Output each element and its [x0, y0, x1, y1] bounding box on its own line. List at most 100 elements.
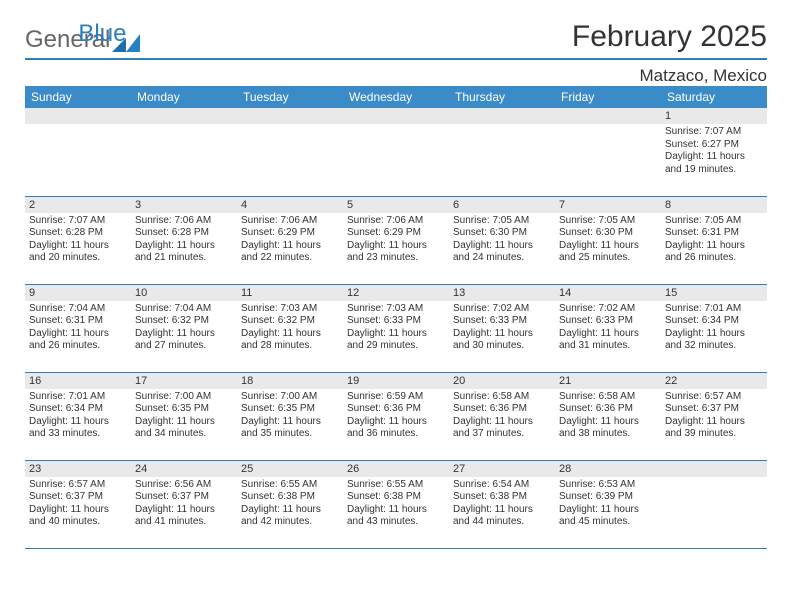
daynum-bar: 24 — [131, 461, 237, 477]
weekday-header: Tuesday — [237, 86, 343, 108]
calendar-body: 1Sunrise: 7:07 AMSunset: 6:27 PMDaylight… — [25, 108, 767, 548]
day-content: Sunrise: 7:07 AMSunset: 6:28 PMDaylight:… — [25, 213, 131, 269]
calendar-week-row: 9Sunrise: 7:04 AMSunset: 6:31 PMDaylight… — [25, 284, 767, 372]
day-content: Sunrise: 7:01 AMSunset: 6:34 PMDaylight:… — [25, 389, 131, 445]
day-content: Sunrise: 7:00 AMSunset: 6:35 PMDaylight:… — [237, 389, 343, 445]
daynum-bar-empty — [661, 461, 767, 477]
daynum-bar-empty — [343, 108, 449, 124]
day-content: Sunrise: 7:01 AMSunset: 6:34 PMDaylight:… — [661, 301, 767, 357]
day-content: Sunrise: 6:57 AMSunset: 6:37 PMDaylight:… — [25, 477, 131, 533]
brand-logo: General Blue — [25, 20, 188, 54]
calendar-cell — [237, 108, 343, 196]
calendar-cell: 8Sunrise: 7:05 AMSunset: 6:31 PMDaylight… — [661, 196, 767, 284]
calendar-cell: 7Sunrise: 7:05 AMSunset: 6:30 PMDaylight… — [555, 196, 661, 284]
calendar-cell: 24Sunrise: 6:56 AMSunset: 6:37 PMDayligh… — [131, 460, 237, 548]
calendar-cell — [555, 108, 661, 196]
calendar-cell: 18Sunrise: 7:00 AMSunset: 6:35 PMDayligh… — [237, 372, 343, 460]
daynum-bar-empty — [449, 108, 555, 124]
daynum-bar-empty — [237, 108, 343, 124]
calendar-cell: 14Sunrise: 7:02 AMSunset: 6:33 PMDayligh… — [555, 284, 661, 372]
day-content: Sunrise: 6:56 AMSunset: 6:37 PMDaylight:… — [131, 477, 237, 533]
daynum-bar: 5 — [343, 197, 449, 213]
day-content: Sunrise: 7:05 AMSunset: 6:30 PMDaylight:… — [555, 213, 661, 269]
day-content: Sunrise: 6:58 AMSunset: 6:36 PMDaylight:… — [555, 389, 661, 445]
day-content: Sunrise: 6:53 AMSunset: 6:39 PMDaylight:… — [555, 477, 661, 533]
daynum-bar: 18 — [237, 373, 343, 389]
calendar-cell: 11Sunrise: 7:03 AMSunset: 6:32 PMDayligh… — [237, 284, 343, 372]
weekday-header: Wednesday — [343, 86, 449, 108]
daynum-bar: 1 — [661, 108, 767, 124]
calendar-cell: 23Sunrise: 6:57 AMSunset: 6:37 PMDayligh… — [25, 460, 131, 548]
calendar-cell: 4Sunrise: 7:06 AMSunset: 6:29 PMDaylight… — [237, 196, 343, 284]
calendar-cell: 15Sunrise: 7:01 AMSunset: 6:34 PMDayligh… — [661, 284, 767, 372]
weekday-header: Thursday — [449, 86, 555, 108]
calendar-week-row: 16Sunrise: 7:01 AMSunset: 6:34 PMDayligh… — [25, 372, 767, 460]
day-content: Sunrise: 7:03 AMSunset: 6:33 PMDaylight:… — [343, 301, 449, 357]
daynum-bar: 11 — [237, 285, 343, 301]
day-content: Sunrise: 7:06 AMSunset: 6:29 PMDaylight:… — [237, 213, 343, 269]
calendar-cell — [343, 108, 449, 196]
weekday-header: Friday — [555, 86, 661, 108]
day-content: Sunrise: 7:00 AMSunset: 6:35 PMDaylight:… — [131, 389, 237, 445]
header-row: General Blue February 2025 — [25, 20, 767, 60]
calendar-cell: 16Sunrise: 7:01 AMSunset: 6:34 PMDayligh… — [25, 372, 131, 460]
daynum-bar: 12 — [343, 285, 449, 301]
calendar-cell: 5Sunrise: 7:06 AMSunset: 6:29 PMDaylight… — [343, 196, 449, 284]
calendar-cell — [25, 108, 131, 196]
day-content: Sunrise: 7:04 AMSunset: 6:31 PMDaylight:… — [25, 301, 131, 357]
day-content: Sunrise: 7:02 AMSunset: 6:33 PMDaylight:… — [449, 301, 555, 357]
brand-part2: Blue — [78, 20, 126, 48]
daynum-bar: 23 — [25, 461, 131, 477]
day-content: Sunrise: 6:59 AMSunset: 6:36 PMDaylight:… — [343, 389, 449, 445]
daynum-bar: 13 — [449, 285, 555, 301]
calendar-cell: 13Sunrise: 7:02 AMSunset: 6:33 PMDayligh… — [449, 284, 555, 372]
calendar-cell: 19Sunrise: 6:59 AMSunset: 6:36 PMDayligh… — [343, 372, 449, 460]
calendar-cell: 10Sunrise: 7:04 AMSunset: 6:32 PMDayligh… — [131, 284, 237, 372]
daynum-bar: 25 — [237, 461, 343, 477]
calendar-cell: 28Sunrise: 6:53 AMSunset: 6:39 PMDayligh… — [555, 460, 661, 548]
calendar-cell: 1Sunrise: 7:07 AMSunset: 6:27 PMDaylight… — [661, 108, 767, 196]
calendar-week-row: 1Sunrise: 7:07 AMSunset: 6:27 PMDaylight… — [25, 108, 767, 196]
calendar-cell: 2Sunrise: 7:07 AMSunset: 6:28 PMDaylight… — [25, 196, 131, 284]
day-content: Sunrise: 6:55 AMSunset: 6:38 PMDaylight:… — [237, 477, 343, 533]
calendar-cell: 9Sunrise: 7:04 AMSunset: 6:31 PMDaylight… — [25, 284, 131, 372]
daynum-bar: 17 — [131, 373, 237, 389]
day-content: Sunrise: 7:06 AMSunset: 6:28 PMDaylight:… — [131, 213, 237, 269]
day-content: Sunrise: 7:04 AMSunset: 6:32 PMDaylight:… — [131, 301, 237, 357]
weekday-row: SundayMondayTuesdayWednesdayThursdayFrid… — [25, 86, 767, 108]
calendar-week-row: 2Sunrise: 7:07 AMSunset: 6:28 PMDaylight… — [25, 196, 767, 284]
calendar-head: SundayMondayTuesdayWednesdayThursdayFrid… — [25, 86, 767, 108]
day-content: Sunrise: 7:07 AMSunset: 6:27 PMDaylight:… — [661, 124, 767, 180]
day-content: Sunrise: 7:05 AMSunset: 6:31 PMDaylight:… — [661, 213, 767, 269]
daynum-bar: 15 — [661, 285, 767, 301]
calendar-cell: 26Sunrise: 6:55 AMSunset: 6:38 PMDayligh… — [343, 460, 449, 548]
daynum-bar: 19 — [343, 373, 449, 389]
day-content: Sunrise: 6:55 AMSunset: 6:38 PMDaylight:… — [343, 477, 449, 533]
daynum-bar: 21 — [555, 373, 661, 389]
day-content: Sunrise: 6:57 AMSunset: 6:37 PMDaylight:… — [661, 389, 767, 445]
day-content: Sunrise: 7:06 AMSunset: 6:29 PMDaylight:… — [343, 213, 449, 269]
location-label: Matzaco, Mexico — [25, 66, 767, 86]
daynum-bar: 28 — [555, 461, 661, 477]
day-content: Sunrise: 6:54 AMSunset: 6:38 PMDaylight:… — [449, 477, 555, 533]
daynum-bar: 7 — [555, 197, 661, 213]
month-title: February 2025 — [572, 20, 767, 54]
calendar-cell — [449, 108, 555, 196]
daynum-bar: 27 — [449, 461, 555, 477]
daynum-bar: 20 — [449, 373, 555, 389]
calendar-cell — [131, 108, 237, 196]
daynum-bar: 14 — [555, 285, 661, 301]
calendar-cell: 17Sunrise: 7:00 AMSunset: 6:35 PMDayligh… — [131, 372, 237, 460]
calendar-cell: 12Sunrise: 7:03 AMSunset: 6:33 PMDayligh… — [343, 284, 449, 372]
daynum-bar: 26 — [343, 461, 449, 477]
day-content: Sunrise: 7:02 AMSunset: 6:33 PMDaylight:… — [555, 301, 661, 357]
weekday-header: Sunday — [25, 86, 131, 108]
calendar-cell — [661, 460, 767, 548]
daynum-bar: 4 — [237, 197, 343, 213]
daynum-bar: 16 — [25, 373, 131, 389]
calendar-cell: 22Sunrise: 6:57 AMSunset: 6:37 PMDayligh… — [661, 372, 767, 460]
daynum-bar: 8 — [661, 197, 767, 213]
calendar-table: SundayMondayTuesdayWednesdayThursdayFrid… — [25, 86, 767, 549]
daynum-bar: 10 — [131, 285, 237, 301]
calendar-cell: 27Sunrise: 6:54 AMSunset: 6:38 PMDayligh… — [449, 460, 555, 548]
